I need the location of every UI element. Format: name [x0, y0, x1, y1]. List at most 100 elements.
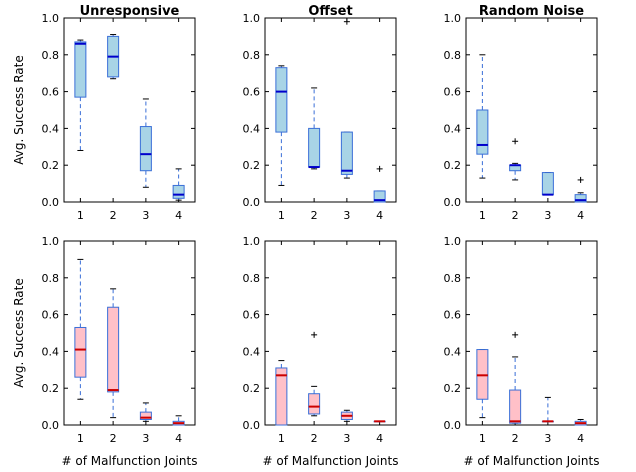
y-tick-label: 1.0: [444, 235, 462, 248]
box-body: [574, 194, 587, 203]
x-tick-label: 4: [577, 432, 584, 445]
y-tick-label: 1.0: [444, 12, 462, 25]
x-tick-label: 2: [110, 209, 117, 222]
x-tick-label: 2: [311, 209, 318, 222]
y-tick-label: 0.4: [243, 122, 261, 135]
x-tick-label: 3: [343, 209, 350, 222]
axes-frame: [465, 17, 598, 203]
y-axis-label: Avg. Success Rate: [12, 55, 26, 165]
y-tick-label: 0.8: [444, 49, 462, 62]
y-tick-label: 0.2: [243, 159, 261, 172]
axes-frame: [63, 17, 196, 203]
y-tick-label: 0.0: [42, 419, 60, 432]
y-tick-label: 0.8: [243, 49, 261, 62]
y-tick-label: 0.2: [243, 382, 261, 395]
box-1: [476, 349, 489, 419]
panel-r0-c0: [63, 17, 196, 203]
box-body: [74, 41, 87, 98]
box-3: [340, 409, 353, 422]
box-body: [541, 172, 554, 196]
flier-marker: [343, 18, 350, 25]
x-tick-label: 2: [512, 432, 519, 445]
y-tick-label: 0.4: [444, 122, 462, 135]
box-body: [74, 326, 87, 378]
x-tick-label: 3: [142, 432, 149, 445]
x-axis-label: # of Malfunction Joints: [464, 454, 600, 468]
box-body: [340, 131, 353, 175]
x-axis-label: # of Malfunction Joints: [263, 454, 399, 468]
y-tick-label: 0.6: [444, 86, 462, 99]
box-4: [172, 415, 185, 426]
panel-r1-c1: [264, 240, 397, 426]
y-tick-label: 0.8: [42, 49, 60, 62]
y-tick-label: 0.6: [42, 309, 60, 322]
y-tick-label: 1.0: [243, 235, 261, 248]
y-tick-label: 0.6: [243, 86, 261, 99]
y-tick-label: 0.8: [444, 272, 462, 285]
x-tick-label: 4: [175, 432, 182, 445]
box-2: [509, 331, 522, 424]
x-tick-label: 1: [479, 209, 486, 222]
box-body: [308, 393, 321, 415]
x-tick-label: 3: [142, 209, 149, 222]
x-tick-label: 4: [577, 209, 584, 222]
flier-marker: [577, 176, 584, 183]
y-axis-label: Avg. Success Rate: [12, 278, 26, 388]
x-tick-label: 2: [512, 209, 519, 222]
box-2: [308, 331, 321, 417]
box-1: [275, 65, 288, 186]
axes-frame: [465, 240, 598, 426]
box-1: [74, 258, 87, 400]
box-4: [574, 176, 587, 203]
x-tick-label: 1: [278, 432, 285, 445]
y-tick-label: 0.4: [42, 345, 60, 358]
box-1: [74, 39, 87, 151]
y-tick-label: 0.8: [42, 272, 60, 285]
column-title: Random Noise: [479, 4, 584, 19]
y-tick-label: 0.4: [444, 345, 462, 358]
panel-r0-c1: [264, 17, 397, 203]
x-tick-label: 1: [77, 432, 84, 445]
box-4: [172, 168, 185, 201]
y-tick-label: 0.6: [444, 309, 462, 322]
box-4: [373, 165, 386, 203]
y-tick-label: 0.0: [444, 419, 462, 432]
box-body: [373, 190, 386, 203]
y-tick-label: 0.2: [444, 159, 462, 172]
x-tick-label: 4: [376, 209, 383, 222]
axes-frame: [63, 240, 196, 426]
box-body: [308, 127, 321, 168]
box-2: [509, 138, 522, 181]
box-3: [541, 172, 554, 196]
box-3: [139, 402, 152, 422]
box-body: [139, 126, 152, 172]
x-tick-label: 2: [311, 432, 318, 445]
box-3: [139, 98, 152, 188]
y-tick-label: 1.0: [42, 235, 60, 248]
y-tick-label: 0.6: [42, 86, 60, 99]
y-tick-label: 0.8: [243, 272, 261, 285]
x-tick-label: 2: [110, 432, 117, 445]
y-tick-label: 0.4: [42, 122, 60, 135]
flier-marker: [311, 331, 318, 338]
flier-marker: [512, 331, 519, 338]
box-2: [107, 34, 120, 80]
box-4: [574, 418, 587, 426]
y-tick-label: 0.0: [42, 196, 60, 209]
box-3: [340, 18, 353, 179]
box-body: [275, 67, 288, 133]
box-2: [107, 288, 120, 419]
y-tick-label: 1.0: [42, 12, 60, 25]
box-body: [275, 367, 288, 426]
column-title: Unresponsive: [80, 4, 180, 19]
x-tick-label: 3: [544, 432, 551, 445]
axes-frame: [264, 240, 397, 426]
y-tick-label: 0.4: [243, 345, 261, 358]
y-tick-label: 0.0: [243, 196, 261, 209]
x-tick-label: 3: [544, 209, 551, 222]
y-tick-label: 0.6: [243, 309, 261, 322]
box-body: [139, 411, 152, 420]
box-body: [476, 109, 489, 155]
y-tick-label: 0.0: [444, 196, 462, 209]
x-tick-label: 1: [77, 209, 84, 222]
